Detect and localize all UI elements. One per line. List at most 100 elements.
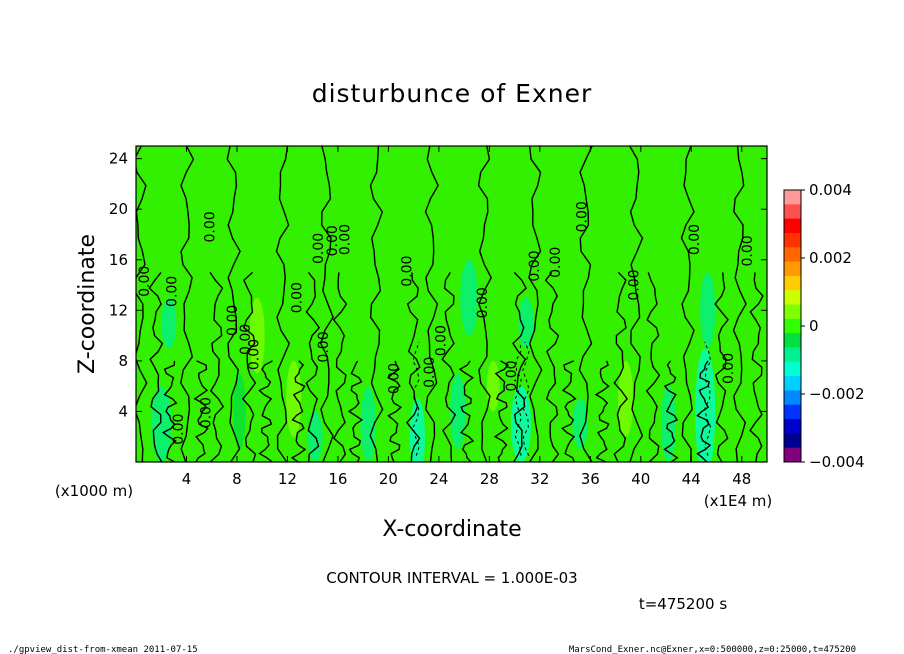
contour-label: 0.00 bbox=[721, 353, 737, 384]
contour-line bbox=[258, 360, 273, 462]
contour-label: 0.00 bbox=[202, 211, 218, 242]
contour-line bbox=[193, 360, 209, 462]
field-patch bbox=[249, 297, 265, 374]
x-tick-label: 48 bbox=[732, 470, 751, 488]
contour-line bbox=[386, 360, 403, 462]
contour-label: 0.00 bbox=[238, 324, 254, 355]
z-unit-label: (x1000 m) bbox=[55, 482, 133, 500]
contour-line bbox=[544, 271, 560, 462]
contour-line bbox=[290, 360, 307, 462]
contour-label: 0.00 bbox=[337, 224, 353, 255]
contour-label: 0.00 bbox=[165, 276, 181, 307]
contour-line bbox=[180, 146, 195, 462]
contour-label: 0.00 bbox=[399, 256, 415, 287]
contour-label: 0.00 bbox=[475, 287, 491, 318]
field-patch bbox=[510, 386, 532, 462]
contour-label: 0.00 bbox=[504, 360, 520, 391]
contour-label: 0.00 bbox=[626, 269, 642, 300]
field-patch bbox=[618, 360, 634, 437]
colorbar-tick-label: 0 bbox=[809, 317, 819, 335]
contour-label: 0.00 bbox=[171, 414, 187, 445]
contour-line bbox=[441, 272, 457, 462]
contour-line bbox=[332, 272, 348, 462]
contour-label: 0.00 bbox=[199, 397, 215, 428]
field-patch bbox=[161, 297, 177, 349]
contour-line bbox=[369, 146, 384, 462]
contour-label: 0.00 bbox=[387, 363, 403, 394]
field-patch bbox=[286, 360, 302, 437]
contour-line bbox=[493, 360, 510, 462]
colorbar-tick-label: 0.002 bbox=[809, 249, 852, 267]
x-unit-label: (x1E4 m) bbox=[704, 492, 773, 510]
colorbar-swatch bbox=[784, 204, 801, 220]
colorbar-tick-label: −0.002 bbox=[809, 385, 865, 403]
x-tick-label: 44 bbox=[682, 470, 701, 488]
field-patch bbox=[572, 398, 588, 450]
x-tick-label: 24 bbox=[429, 470, 448, 488]
contour-line bbox=[477, 146, 492, 462]
contour-line bbox=[405, 272, 421, 462]
negative-contour-line bbox=[412, 341, 420, 456]
y-tick-label: 4 bbox=[118, 402, 128, 420]
colorbar-swatch bbox=[784, 390, 801, 406]
x-tick-label: 20 bbox=[379, 470, 398, 488]
contour-line bbox=[680, 146, 695, 462]
colorbar-swatch bbox=[784, 218, 801, 234]
colorbar-swatch bbox=[784, 333, 801, 348]
contour-line bbox=[561, 360, 577, 462]
colorbar-swatch bbox=[784, 318, 801, 334]
contour-line bbox=[732, 146, 747, 462]
contour-line bbox=[458, 360, 475, 462]
time-stamp: t=475200 s bbox=[639, 595, 727, 613]
colorbar-tick-label: −0.004 bbox=[809, 453, 865, 471]
y-axis-label: Z-coordinate bbox=[75, 234, 100, 374]
colorbar-swatch bbox=[784, 232, 801, 248]
colorbar-swatch bbox=[784, 376, 801, 391]
contour-line bbox=[663, 360, 679, 462]
contour-label: 0.00 bbox=[527, 250, 543, 281]
field-patch bbox=[450, 373, 466, 450]
contour-label: 0.00 bbox=[575, 201, 591, 232]
chart-title: disturbunce of Exner bbox=[312, 79, 593, 108]
contour-line bbox=[629, 146, 644, 462]
y-tick-label: 24 bbox=[109, 150, 128, 168]
contour-line bbox=[275, 146, 290, 462]
plot-frame bbox=[135, 145, 768, 463]
contour-line bbox=[136, 146, 148, 462]
contour-label: 0.00 bbox=[316, 331, 332, 362]
contour-label: 0.00 bbox=[740, 235, 756, 266]
contour-interval-text: CONTOUR INTERVAL = 1.000E-03 bbox=[326, 569, 577, 587]
contour-label: 0.00 bbox=[422, 357, 438, 388]
colorbar-swatch bbox=[784, 404, 801, 420]
colorbar-swatch bbox=[784, 261, 801, 277]
x-tick-label: 16 bbox=[328, 470, 347, 488]
contour-label: 0.00 bbox=[290, 282, 306, 313]
contour-line bbox=[578, 146, 593, 462]
contour-line bbox=[161, 360, 178, 462]
contour-line bbox=[226, 146, 241, 462]
x-axis-label: X-coordinate bbox=[382, 517, 521, 542]
field-patch bbox=[460, 259, 479, 336]
contour-line bbox=[645, 272, 661, 462]
colorbar-swatch bbox=[784, 361, 801, 377]
contour-label: 0.00 bbox=[325, 225, 341, 256]
field-patch bbox=[518, 297, 534, 349]
contour-label: 0.00 bbox=[548, 247, 564, 278]
contour-line bbox=[320, 146, 334, 462]
contour-label: 0.00 bbox=[137, 266, 153, 297]
negative-contour-line bbox=[514, 341, 523, 456]
contour-line bbox=[512, 271, 527, 462]
colorbar-swatch bbox=[784, 190, 801, 205]
contour-line bbox=[305, 271, 321, 462]
contour-line bbox=[594, 360, 610, 462]
x-tick-label: 12 bbox=[278, 470, 297, 488]
colorbar-swatch bbox=[784, 419, 801, 434]
contour-line bbox=[148, 271, 164, 462]
contour-line bbox=[347, 360, 364, 462]
colorbar-swatch bbox=[784, 347, 801, 363]
y-tick-label: 8 bbox=[118, 352, 128, 370]
x-tick-label: 40 bbox=[631, 470, 650, 488]
contour-line bbox=[241, 271, 257, 462]
contour-line bbox=[714, 272, 729, 462]
